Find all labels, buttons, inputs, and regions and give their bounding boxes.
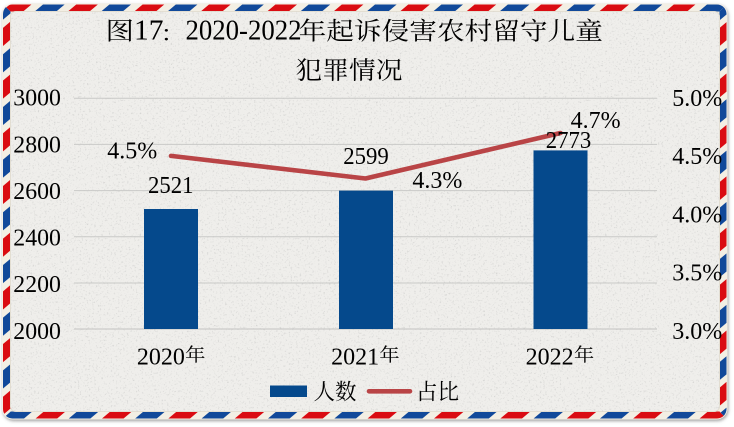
svg-text:2000: 2000 xyxy=(13,319,61,345)
svg-text:2021: 2021 xyxy=(331,345,379,371)
svg-text:3000: 3000 xyxy=(13,86,61,112)
svg-text:2200: 2200 xyxy=(13,272,61,298)
svg-text:3.0%: 3.0% xyxy=(672,319,722,345)
svg-text:2800: 2800 xyxy=(13,132,61,158)
svg-text:5.0%: 5.0% xyxy=(672,86,722,112)
svg-text:4.5%: 4.5% xyxy=(672,144,722,170)
svg-text:4.0%: 4.0% xyxy=(672,202,722,228)
svg-text:2521: 2521 xyxy=(148,173,194,199)
svg-text:17: 17 xyxy=(134,16,164,47)
svg-text:2022: 2022 xyxy=(526,345,574,371)
svg-text:4.7%: 4.7% xyxy=(571,108,621,134)
svg-text:2020: 2020 xyxy=(137,345,185,371)
svg-text:2020-2022: 2020-2022 xyxy=(186,16,302,47)
svg-text:2599: 2599 xyxy=(343,144,389,170)
svg-text:4.5%: 4.5% xyxy=(107,138,157,164)
svg-text:2600: 2600 xyxy=(13,179,61,205)
svg-text:2400: 2400 xyxy=(13,226,61,252)
svg-text:2773: 2773 xyxy=(546,128,592,154)
svg-text:4.3%: 4.3% xyxy=(412,168,462,194)
svg-text:3.5%: 3.5% xyxy=(672,261,722,287)
